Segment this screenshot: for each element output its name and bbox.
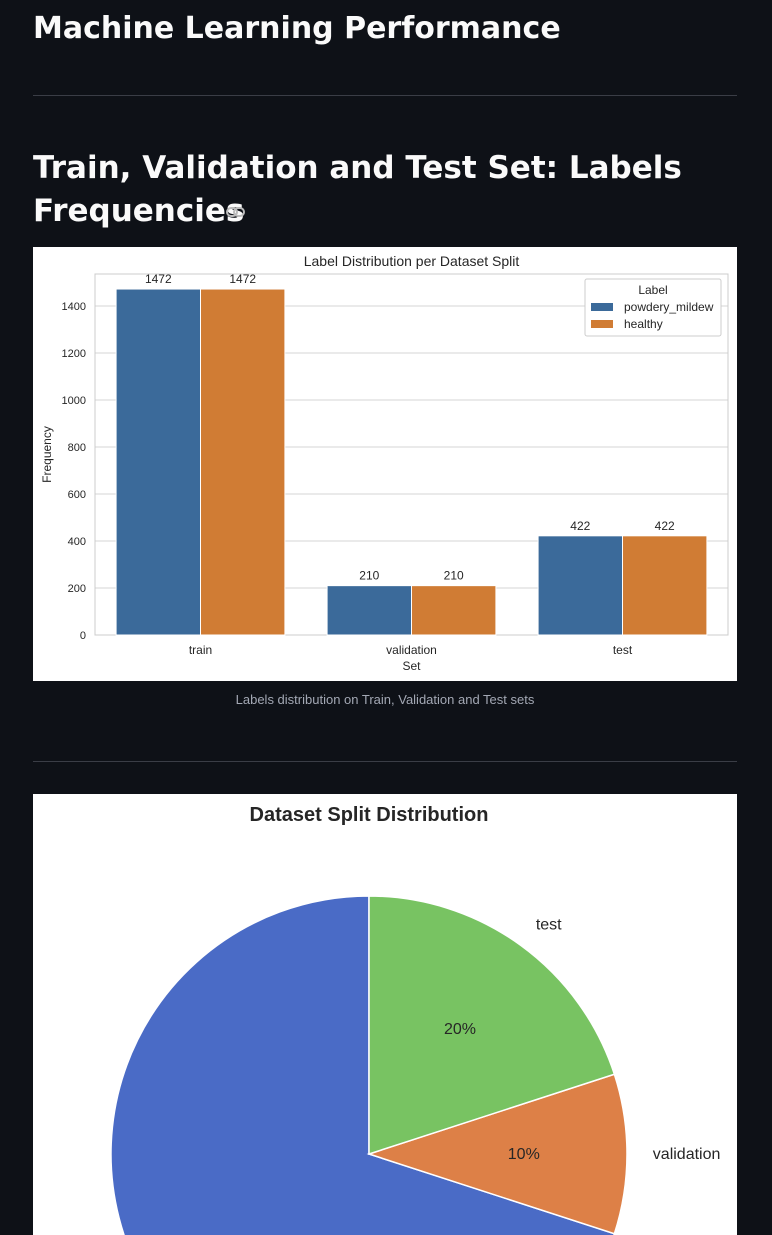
y-axis-label: Frequency: [40, 426, 54, 483]
slice-percent: 20%: [444, 1021, 476, 1038]
legend-label: healthy: [624, 317, 663, 331]
legend-title: Label: [638, 283, 667, 297]
bar-value-label: 210: [359, 569, 379, 583]
caption: Labels distribution on Train, Validation…: [236, 692, 535, 707]
y-tick-label: 0: [80, 630, 86, 642]
x-tick-label: validation: [386, 643, 437, 657]
bar-value-label: 1472: [145, 272, 172, 286]
x-tick-label: train: [189, 643, 212, 657]
slice-percent: 10%: [508, 1146, 540, 1163]
bar: [537, 535, 623, 636]
bar-value-label: 422: [655, 519, 675, 533]
y-tick-label: 800: [68, 442, 86, 454]
chart-title: Label Distribution per Dataset Split: [304, 253, 520, 269]
y-tick-label: 1200: [62, 348, 86, 360]
section-title: Frequencies: [33, 193, 244, 229]
y-tick-label: 400: [68, 536, 86, 548]
bar: [200, 288, 286, 636]
pie-slice: [110, 895, 616, 1235]
chart-title: Dataset Split Distribution: [250, 804, 489, 826]
bar: [411, 585, 497, 636]
pie-slice: [368, 895, 616, 1156]
bar-chart: Label Distribution per Dataset Split 0 200…: [40, 253, 729, 673]
page-title: Machine Learning Performance: [33, 11, 561, 46]
link-icon[interactable]: [226, 207, 245, 217]
bar-value-label: 210: [444, 569, 464, 583]
y-tick-label: 1000: [62, 395, 86, 407]
slice-label: validation: [653, 1146, 721, 1163]
pie-chart: Dataset Split Distributiontrain70%valida…: [110, 804, 721, 1235]
slice-label: test: [536, 916, 562, 933]
pie-slice: [366, 1073, 628, 1235]
x-axis-label: Set: [402, 659, 421, 673]
y-tick-label: 1400: [62, 301, 86, 313]
section-title: Train, Validation and Test Set: Labels: [33, 150, 682, 186]
legend-label: powdery_mildew: [624, 300, 714, 314]
bar: [115, 288, 201, 636]
bar: [622, 535, 708, 636]
bar: [326, 585, 413, 636]
y-tick-label: 600: [68, 489, 86, 501]
legend-box: [584, 278, 722, 337]
bar-value-label: 1472: [229, 272, 256, 286]
x-tick-label: test: [613, 643, 633, 657]
bar-value-label: 422: [570, 519, 590, 533]
legend-swatch: [591, 303, 613, 311]
legend-swatch: [591, 320, 613, 328]
y-tick-label: 200: [68, 583, 86, 595]
